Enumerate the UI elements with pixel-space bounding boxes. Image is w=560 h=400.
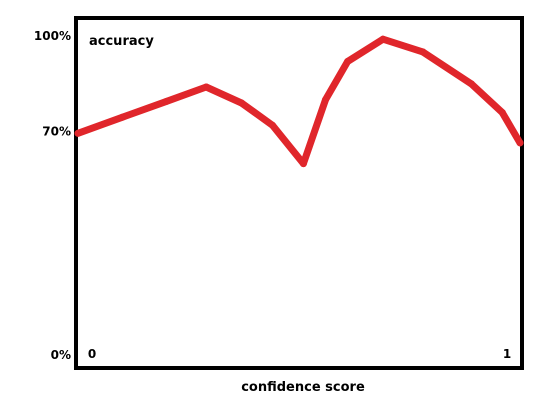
data-point [202, 83, 210, 91]
data-point [467, 80, 475, 88]
data-point [299, 160, 307, 168]
data-point [516, 139, 524, 147]
x-tick-label: 0 [88, 347, 96, 361]
data-point [379, 35, 387, 43]
data-point [162, 97, 170, 105]
data-point [322, 96, 329, 104]
data-point [269, 121, 276, 129]
plot-frame [74, 16, 524, 370]
data-point [419, 48, 427, 56]
data-point [238, 99, 245, 107]
y-tick-labels: 0% 70% 100% [34, 29, 71, 362]
y-tick-label: 0% [51, 348, 71, 362]
series-line [74, 35, 524, 168]
x-axis-label: confidence score [241, 380, 365, 395]
x-tick-label: 1 [503, 347, 511, 361]
data-point [74, 129, 82, 137]
y-tick-label: 100% [34, 29, 71, 43]
series-layer [74, 35, 524, 168]
data-point [118, 113, 126, 121]
y-tick-label: 70% [42, 125, 71, 139]
data-point [344, 58, 352, 65]
data-point [498, 109, 506, 117]
y-axis-label: accuracy [89, 34, 154, 49]
